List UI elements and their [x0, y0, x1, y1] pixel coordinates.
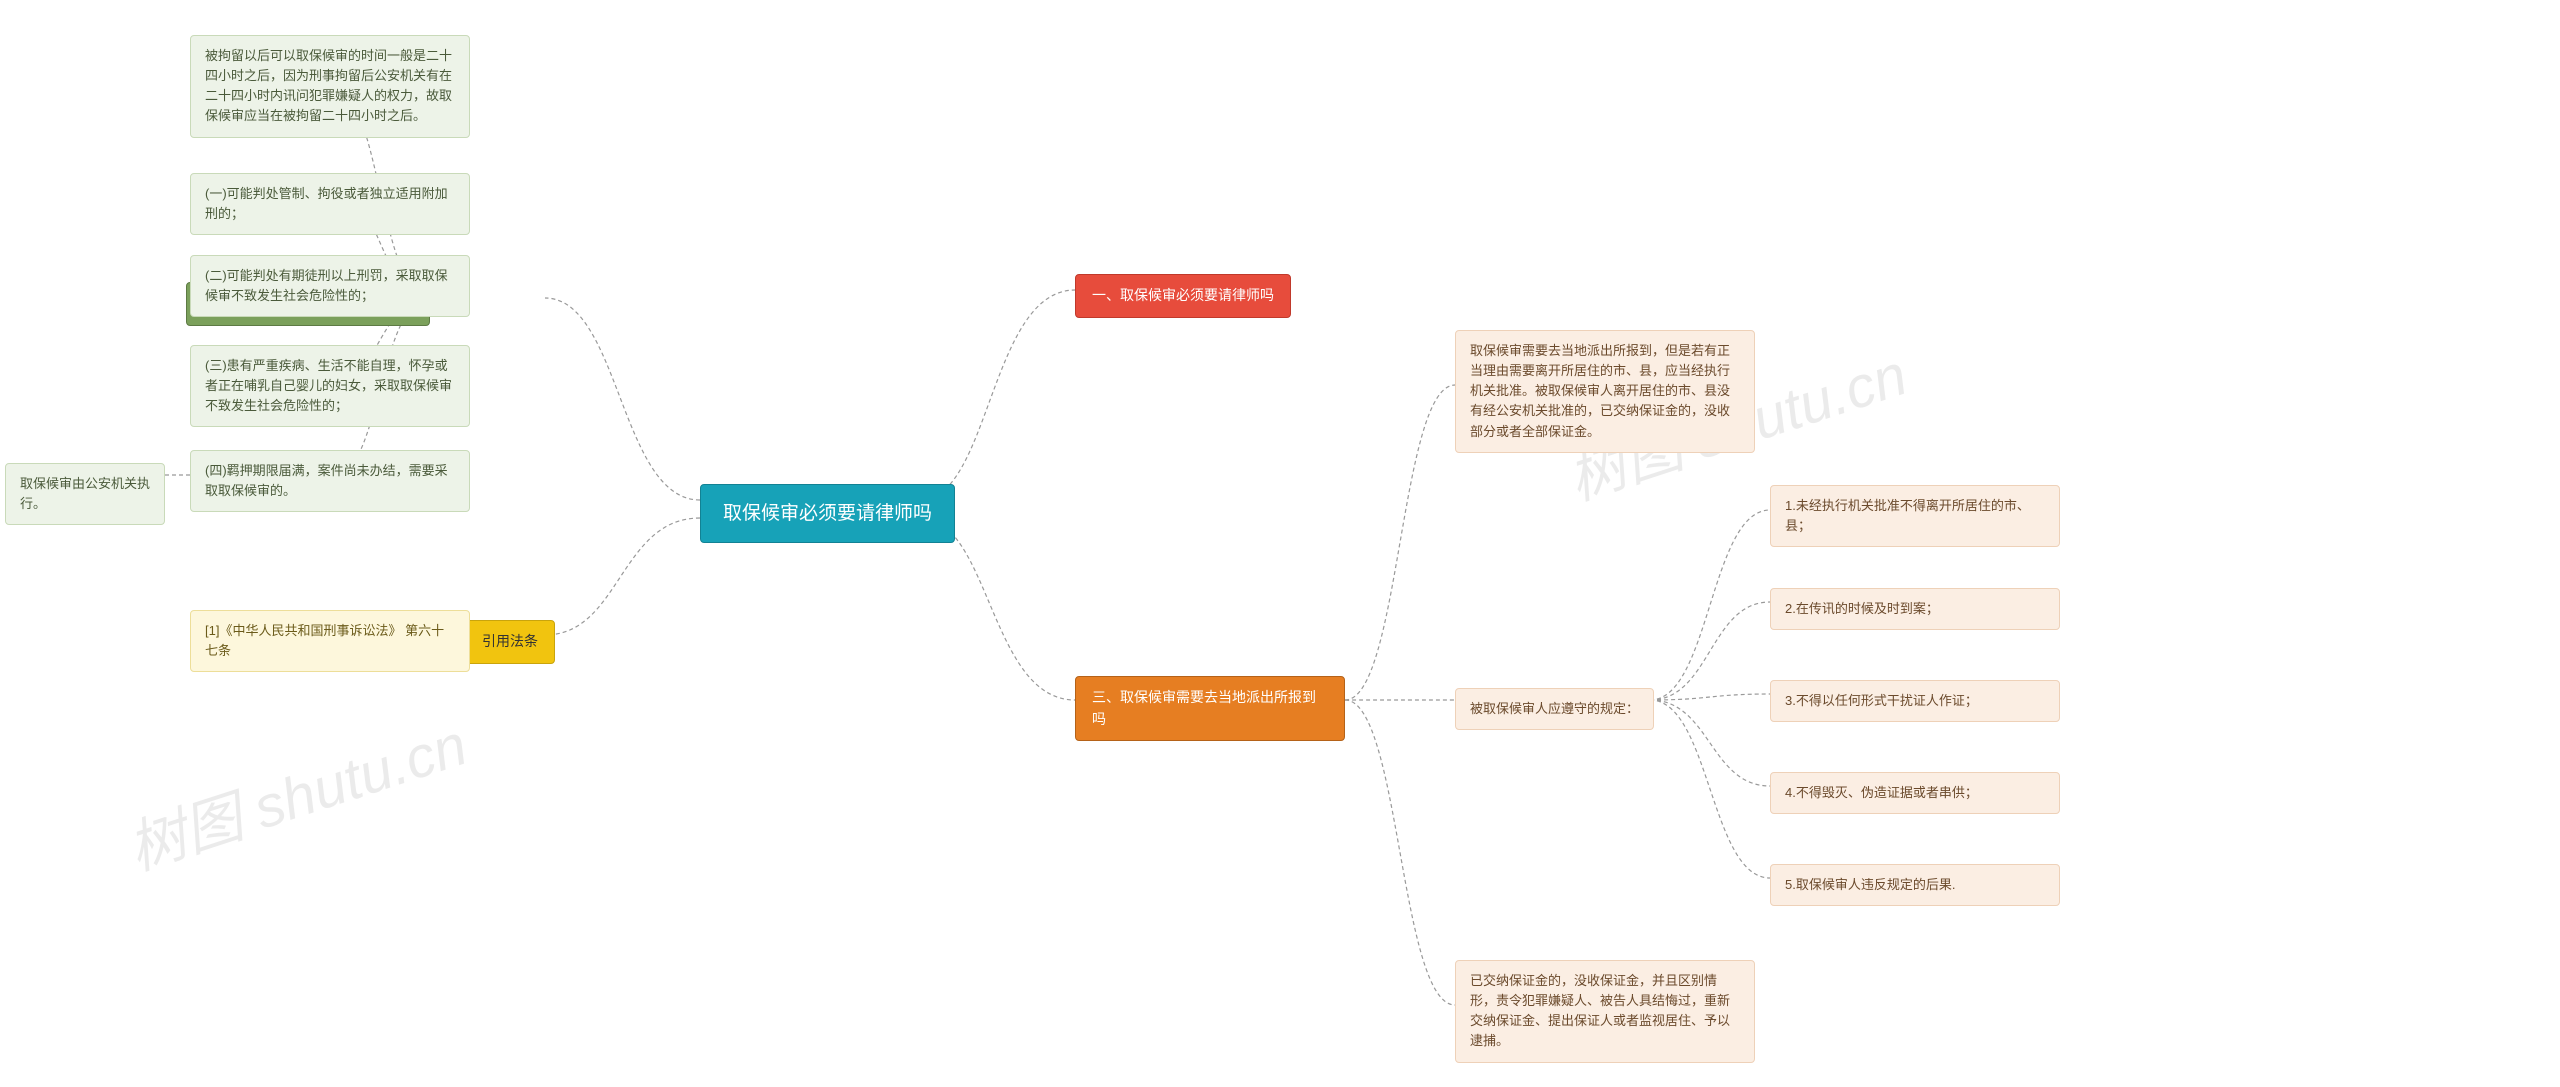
- section2-tail: 取保候审由公安机关执行。: [5, 463, 165, 525]
- section3-rule-1: 1.未经执行机关批准不得离开所居住的市、县；: [1770, 485, 2060, 547]
- root-node[interactable]: 取保候审必须要请律师吗: [700, 484, 955, 543]
- watermark-left: 树图 shutu.cn: [116, 698, 476, 886]
- section3-intro: 取保候审需要去当地派出所报到，但是若有正当理由需要离开所居住的市、县，应当经执行…: [1455, 330, 1755, 453]
- law-item: [1]《中华人民共和国刑事诉讼法》 第六十七条: [190, 610, 470, 672]
- section3-rule-3: 3.不得以任何形式干扰证人作证；: [1770, 680, 2060, 722]
- section2-item-4: (三)患有严重疾病、生活不能自理，怀孕或者正在哺乳自己婴儿的妇女，采取取保候审不…: [190, 345, 470, 427]
- section2-item-5: (四)羁押期限届满，案件尚未办结，需要采取取保候审的。: [190, 450, 470, 512]
- section3-rule-5: 5.取保候审人违反规定的后果.: [1770, 864, 2060, 906]
- section3-outro: 已交纳保证金的，没收保证金，并且区别情形，责令犯罪嫌疑人、被告人具结悔过，重新交…: [1455, 960, 1755, 1063]
- section3-rule-2: 2.在传讯的时候及时到案；: [1770, 588, 2060, 630]
- section2-item-2: (一)可能判处管制、拘役或者独立适用附加刑的；: [190, 173, 470, 235]
- connector-lines: [0, 0, 2560, 1087]
- section2-item-1: 被拘留以后可以取保候审的时间一般是二十四小时之后，因为刑事拘留后公安机关有在二十…: [190, 35, 470, 138]
- section1-title[interactable]: 一、取保候审必须要请律师吗: [1075, 274, 1291, 318]
- law-title[interactable]: 引用法条: [465, 620, 555, 664]
- section3-title[interactable]: 三、取保候审需要去当地派出所报到吗: [1075, 676, 1345, 741]
- section2-item-3: (二)可能判处有期徒刑以上刑罚，采取取保候审不致发生社会危险性的；: [190, 255, 470, 317]
- section3-rules-title: 被取保候审人应遵守的规定：: [1455, 688, 1654, 730]
- section3-rule-4: 4.不得毁灭、伪造证据或者串供；: [1770, 772, 2060, 814]
